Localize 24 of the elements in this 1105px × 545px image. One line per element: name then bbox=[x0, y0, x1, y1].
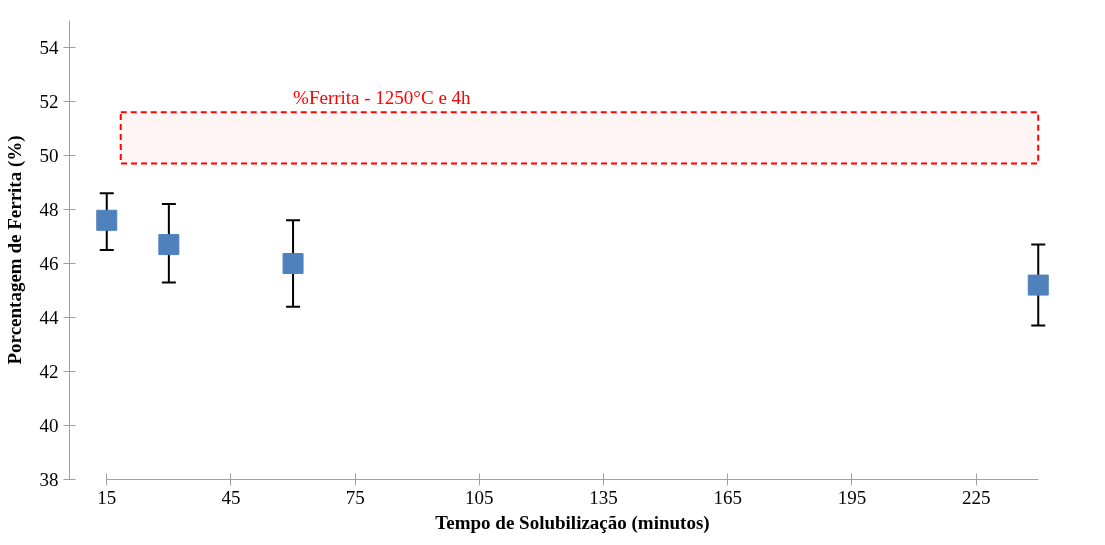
point bbox=[1027, 274, 1049, 296]
x-tick-label: 165 bbox=[713, 486, 742, 508]
point bbox=[282, 253, 304, 274]
y-tick-label: 50 bbox=[39, 145, 59, 166]
y-tick-label: 54 bbox=[39, 37, 59, 58]
x-tick-label: 135 bbox=[589, 486, 618, 508]
point bbox=[96, 209, 118, 231]
point bbox=[158, 234, 180, 256]
x-tick-label: 225 bbox=[961, 486, 991, 508]
x-axis-title: Tempo de Solubilização (minutos) bbox=[435, 511, 710, 534]
x-tick-label: 45 bbox=[221, 486, 241, 508]
y-tick-label: 52 bbox=[39, 91, 59, 112]
y-tick-label: 38 bbox=[39, 469, 59, 490]
band-label: %Ferrita - 1250°C e 4h bbox=[293, 87, 472, 109]
y-axis-title: Porcentagem de Ferrita (%) bbox=[3, 135, 26, 365]
y-tick-label: 40 bbox=[39, 415, 59, 436]
y-tick-label: 48 bbox=[39, 199, 59, 220]
y-tick-label: 46 bbox=[39, 253, 59, 274]
x-tick-label: 105 bbox=[465, 486, 494, 508]
x-tick-label: 195 bbox=[837, 486, 867, 508]
y-tick-label: 44 bbox=[39, 307, 59, 328]
y-tick-label: 42 bbox=[39, 361, 59, 382]
x-tick-label: 75 bbox=[345, 486, 365, 508]
x-tick-label: 15 bbox=[97, 486, 117, 508]
